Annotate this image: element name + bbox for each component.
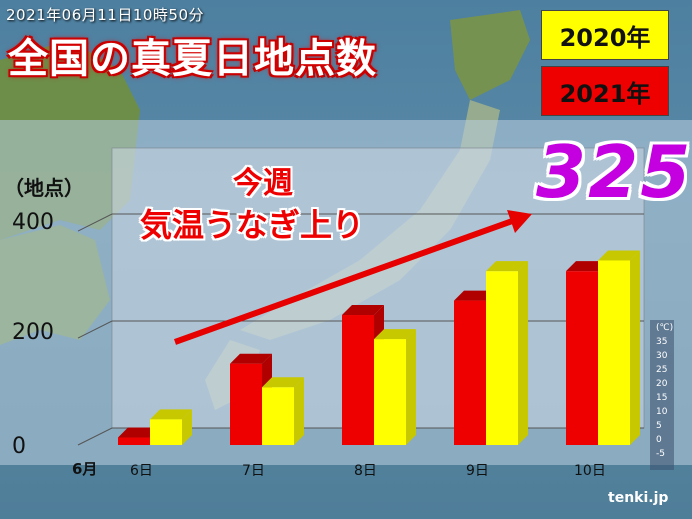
land-mass-hokkaido (450, 10, 530, 100)
bar-2021-7 (230, 353, 272, 445)
x-tick-6: 6日 (130, 463, 153, 479)
annotation-rising-temp: 気温うなぎ上り (140, 206, 365, 244)
scale-label-25: 25 (656, 365, 668, 375)
y-tick-400: 400 (12, 210, 54, 235)
bar-2020-7 (262, 377, 304, 445)
scale-label-35: 35 (656, 337, 668, 347)
month-label: 6月 (72, 460, 98, 478)
timestamp: 2021年06月11日10時50分 (6, 6, 205, 24)
x-tick-10: 10日 (574, 463, 606, 479)
page-title: 全国の真夏日地点数 (8, 36, 377, 82)
x-tick-9: 9日 (466, 463, 489, 479)
y-axis-label: （地点） (4, 176, 84, 200)
y-tick-0: 0 (12, 434, 26, 459)
highlight-value: 325 (536, 130, 692, 214)
scale-label-10: 10 (656, 407, 668, 417)
scale-label-0: 0 (656, 435, 662, 445)
scale-label-minus5: -5 (656, 449, 665, 459)
trend-arrow-shaft (173, 217, 517, 345)
annotation-this-week: 今週 (233, 166, 293, 201)
x-tick-8: 8日 (354, 463, 377, 479)
scale-label-15: 15 (656, 393, 668, 403)
legend-2021: 2021年 (541, 66, 669, 116)
brand-logo: tenki.jp (608, 490, 669, 506)
bar-layer (118, 250, 640, 445)
scale-unit: (℃) (656, 323, 674, 333)
bar-2020-10 (598, 250, 640, 445)
x-tick-7: 7日 (242, 463, 265, 479)
legend-2020-label: 2020年 (559, 23, 651, 52)
bar-2020-6 (150, 409, 192, 445)
scale-label-5: 5 (656, 421, 662, 431)
trend-arrow (173, 210, 532, 345)
gridline-400 (77, 213, 644, 232)
legend-2021-label: 2021年 (559, 79, 651, 108)
scale-label-30: 30 (656, 351, 668, 361)
legend-2020: 2020年 (541, 10, 669, 60)
scale-label-20: 20 (656, 379, 668, 389)
bar-2020-9 (486, 261, 528, 445)
bar-2020-8 (374, 329, 416, 445)
temperature-scale (650, 320, 674, 470)
trend-arrow-head (507, 210, 532, 233)
y-tick-200: 200 (12, 320, 54, 345)
